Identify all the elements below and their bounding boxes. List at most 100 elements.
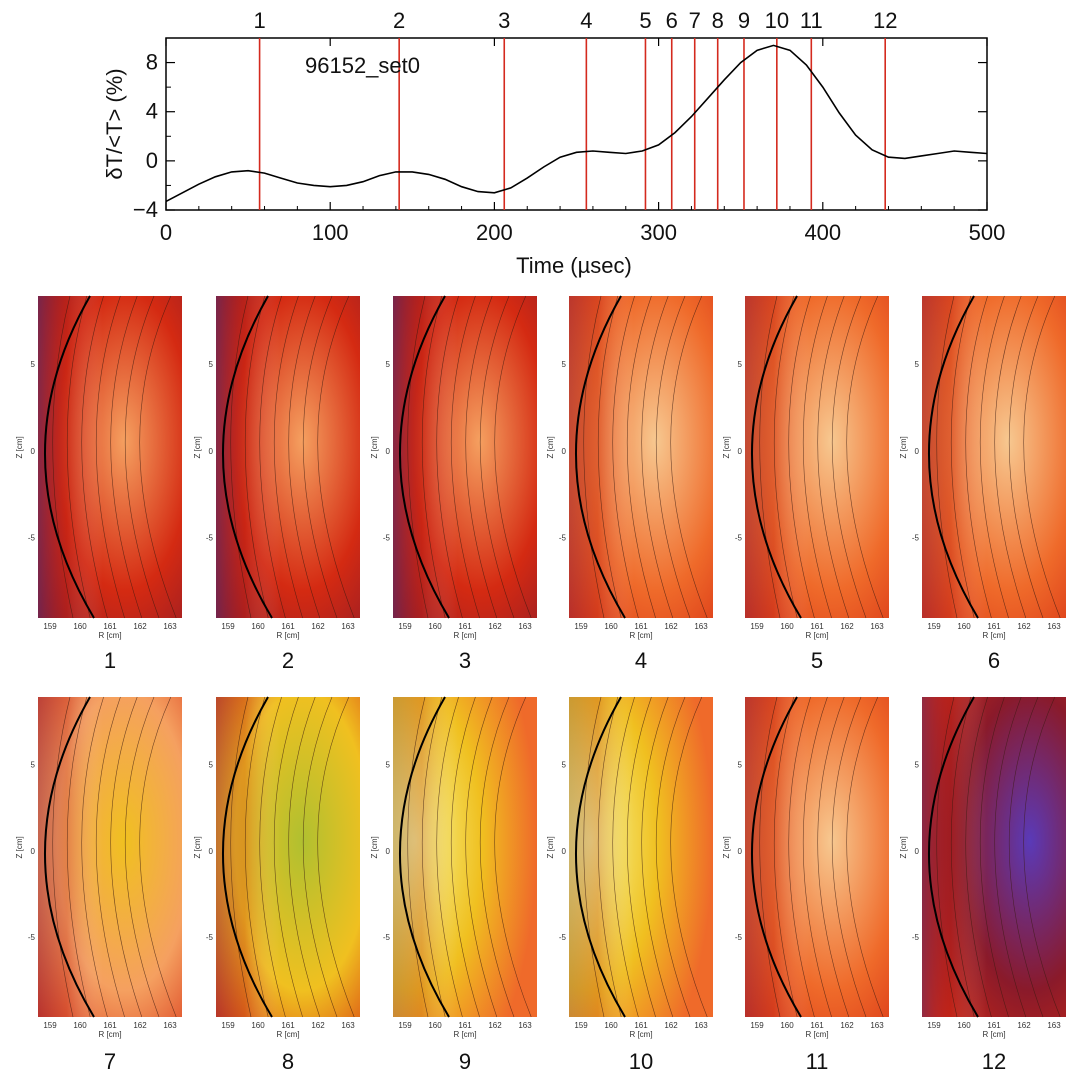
panel-y-tick-label: 0 — [738, 447, 743, 456]
contour-line — [465, 696, 498, 1018]
panel-y-axis-label: Z [cm] — [15, 436, 24, 458]
contour-panels: 5 0 -5 Z [cm] 159 160 161 162 163 R [cm] 1 5 0 -5 Z [c… — [15, 295, 1066, 1074]
panel-number-12: 12 — [982, 1049, 1006, 1074]
panel-y-tick-label: 5 — [738, 760, 743, 769]
contour-line — [831, 295, 867, 619]
panel-y-tick-label: 0 — [386, 447, 391, 456]
separatrix-arc — [575, 295, 626, 619]
panel-shading — [745, 697, 889, 1017]
panel-y-axis-label: Z [cm] — [546, 436, 555, 458]
panel-y-tick-label: -5 — [383, 534, 391, 543]
panel-number-6: 6 — [988, 648, 1000, 673]
separatrix-arc — [44, 696, 95, 1018]
time-marker-label-9: 9 — [738, 8, 750, 33]
panel-y-tick-label: 5 — [915, 760, 920, 769]
panel-x-tick-label: 163 — [518, 622, 532, 631]
contour-line — [244, 696, 269, 1018]
panel-y-tick-label: 0 — [31, 847, 36, 856]
contour-line — [759, 295, 781, 619]
y-axis-label: δT/<T> (%) — [102, 68, 127, 179]
contour-line — [994, 295, 1027, 619]
contour-line — [450, 295, 480, 619]
contour-line — [450, 696, 480, 1018]
panel-y-axis-label: Z [cm] — [546, 836, 555, 858]
contour-line — [1023, 295, 1061, 619]
contour-line — [773, 295, 798, 619]
contour-line — [831, 696, 867, 1018]
contour-line — [407, 696, 429, 1018]
panel-x-tick-label: 162 — [840, 1021, 854, 1030]
time-marker-label-4: 4 — [580, 8, 592, 33]
panel-x-tick-label: 162 — [840, 622, 854, 631]
shot-annotation: 96152_set0 — [305, 53, 420, 78]
panel-x-tick-label: 159 — [398, 622, 412, 631]
panel-x-tick-label: 161 — [458, 1021, 472, 1030]
panel-x-tick-label: 159 — [221, 1021, 235, 1030]
contour-panel-5: 5 0 -5 Z [cm] 159 160 161 162 163 R [cm] 5 — [722, 295, 889, 673]
panel-x-tick-label: 161 — [810, 1021, 824, 1030]
panel-shading — [38, 697, 182, 1017]
panel-x-tick-label: 160 — [957, 622, 971, 631]
contour-line — [626, 295, 656, 619]
contour-line — [52, 696, 74, 1018]
panel-x-axis-label: R [cm] — [982, 1030, 1005, 1039]
panel-x-axis-label: R [cm] — [276, 631, 299, 640]
contour-line — [1008, 295, 1044, 619]
panel-x-tick-label: 160 — [780, 622, 794, 631]
panel-y-tick-label: 5 — [209, 760, 214, 769]
contour-line — [612, 295, 639, 619]
panel-shading — [922, 697, 1066, 1017]
panel-x-tick-label: 160 — [780, 1021, 794, 1030]
contour-line — [273, 696, 303, 1018]
contour-line — [655, 295, 691, 619]
panel-x-tick-label: 162 — [133, 1021, 147, 1030]
contour-line — [979, 295, 1009, 619]
panel-y-tick-label: -5 — [735, 534, 743, 543]
panel-number-3: 3 — [459, 648, 471, 673]
panel-number-11: 11 — [806, 1049, 829, 1074]
panel-x-axis-label: R [cm] — [805, 631, 828, 640]
panel-y-tick-label: 5 — [738, 360, 743, 369]
panel-number-9: 9 — [459, 1049, 471, 1074]
contour-panel-3: 5 0 -5 Z [cm] 159 160 161 162 163 R [cm] 3 — [370, 295, 537, 673]
panel-x-axis-label: R [cm] — [453, 1030, 476, 1039]
contour-line — [230, 295, 252, 619]
panel-y-tick-label: -5 — [28, 933, 36, 942]
contour-line — [436, 696, 463, 1018]
contour-line — [655, 696, 691, 1018]
contour-line — [81, 696, 108, 1018]
panel-y-axis-label: Z [cm] — [899, 436, 908, 458]
time-marker-label-12: 12 — [873, 8, 897, 33]
time-marker-label-10: 10 — [765, 8, 789, 33]
separatrix-arc — [44, 295, 95, 619]
panel-x-tick-label: 163 — [694, 622, 708, 631]
panel-y-axis-label: Z [cm] — [899, 836, 908, 858]
panel-number-7: 7 — [104, 1049, 116, 1074]
panel-x-tick-label: 162 — [664, 622, 678, 631]
panel-x-tick-label: 162 — [311, 622, 325, 631]
panel-x-tick-label: 161 — [103, 1021, 117, 1030]
time-marker-label-7: 7 — [689, 8, 701, 33]
panel-y-tick-label: 0 — [386, 847, 391, 856]
panel-y-tick-label: 5 — [209, 360, 214, 369]
x-axis-label: Time (µsec) — [516, 253, 632, 278]
time-marker-label-8: 8 — [712, 8, 724, 33]
contour-line — [407, 295, 429, 619]
y-tick-label-0: 0 — [146, 148, 158, 173]
panel-y-tick-label: 5 — [31, 360, 36, 369]
separatrix-arc — [751, 295, 802, 619]
contour-line — [583, 295, 605, 619]
panel-x-axis-label: R [cm] — [629, 631, 652, 640]
panel-x-tick-label: 159 — [574, 1021, 588, 1030]
separatrix-arc — [222, 696, 273, 1018]
contour-line — [81, 295, 108, 619]
panel-x-tick-label: 162 — [488, 1021, 502, 1030]
panel-x-tick-label: 159 — [221, 622, 235, 631]
panel-x-tick-label: 162 — [311, 1021, 325, 1030]
contour-line — [626, 696, 656, 1018]
panel-y-tick-label: 5 — [562, 760, 567, 769]
panel-x-tick-label: 160 — [428, 622, 442, 631]
panel-shading — [38, 296, 182, 618]
panel-y-tick-label: -5 — [206, 933, 214, 942]
